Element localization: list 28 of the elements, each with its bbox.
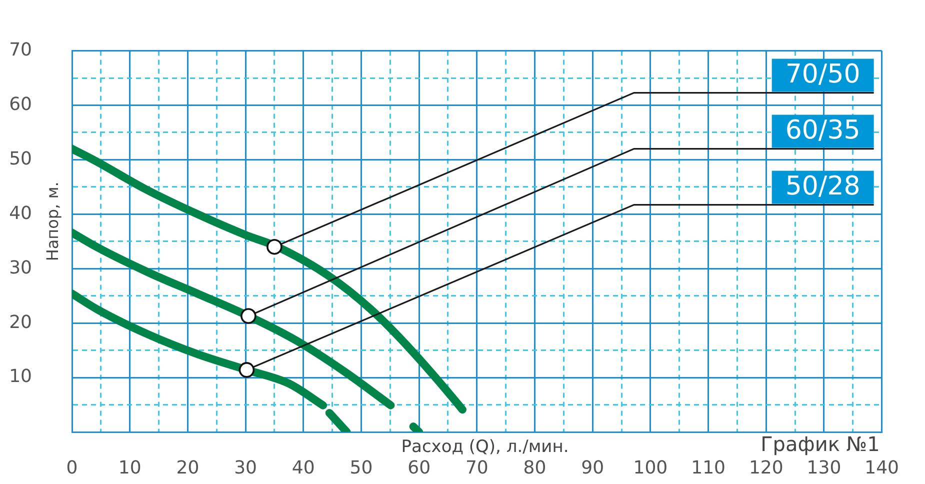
- x-tick-label: 100: [633, 457, 668, 478]
- annotation: 70/50: [785, 60, 860, 90]
- annotation: 60/35: [785, 116, 860, 146]
- y-tick-label: 50: [9, 148, 32, 170]
- x-tick-label: 0: [66, 457, 78, 478]
- y-tick-label: 60: [9, 94, 32, 115]
- y-tick-label: 10: [9, 366, 32, 388]
- x-tick-label: 50: [350, 457, 373, 478]
- x-tick-label: 60: [408, 457, 431, 478]
- x-tick-label: 110: [691, 457, 726, 478]
- y-tick-label: 20: [9, 312, 32, 333]
- x-tick-label: 70: [465, 457, 488, 478]
- x-tick-label: 30: [234, 457, 257, 478]
- x-tick-label: 140: [864, 457, 899, 478]
- annotation: 50/28: [785, 172, 860, 202]
- x-axis-title: Расход (Q), л./мин.: [401, 436, 569, 457]
- x-tick-label: 10: [118, 457, 142, 478]
- annotation: График №1: [760, 432, 880, 456]
- y-tick-label: 70: [9, 39, 32, 60]
- x-tick-label: 20: [176, 457, 200, 478]
- y-axis-title: Напор, м.: [43, 182, 62, 262]
- y-tick-label: 30: [9, 257, 32, 278]
- x-tick-label: 40: [292, 457, 315, 478]
- x-tick-label: 80: [523, 457, 546, 478]
- x-tick-label: 130: [806, 457, 842, 478]
- x-tick-label: 90: [581, 457, 604, 478]
- y-tick-label: 40: [9, 202, 32, 224]
- x-tick-label: 120: [748, 457, 784, 478]
